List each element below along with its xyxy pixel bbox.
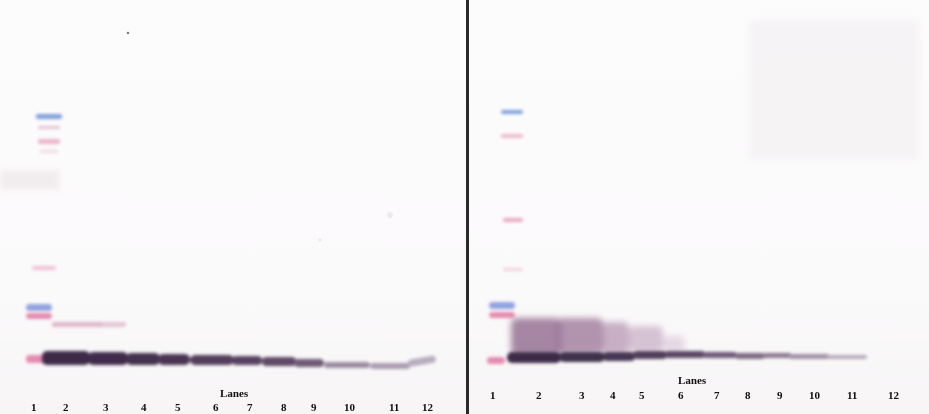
lane-label-left: 4	[141, 402, 147, 414]
lane-label-left: 3	[103, 402, 109, 414]
main-band-row-right	[507, 351, 867, 363]
lane-label-left: 1	[31, 402, 37, 414]
lane-label-left: 9	[311, 402, 317, 414]
lane-label-left: 6	[213, 402, 219, 414]
lane-label-right: 10	[809, 390, 820, 402]
blot-panel-left: Lanes 1 2 3 4 5 6 7 8 9 10 11 12	[0, 0, 467, 414]
lane-label-right: 5	[639, 390, 645, 402]
faint-band-left	[100, 322, 126, 327]
blot-membrane-right	[487, 20, 919, 364]
lane-label-right: 1	[490, 390, 496, 402]
lane-label-left: 7	[247, 402, 253, 414]
lane-label-left: 12	[422, 402, 433, 414]
lane-label-left: 11	[389, 402, 400, 414]
lane-label-right: 11	[847, 390, 858, 402]
lane-label-left: 2	[63, 402, 69, 414]
lanes-axis-title-left: Lanes	[220, 388, 249, 400]
molecular-weight-ladder-left	[26, 114, 62, 363]
lane-label-right: 6	[678, 390, 684, 402]
protein-smear-right	[511, 318, 685, 356]
blot-membrane-left	[0, 31, 436, 369]
main-band-row-left	[42, 351, 436, 369]
faint-band-left	[52, 322, 102, 327]
lane-label-right: 4	[610, 390, 616, 402]
lane-label-right: 9	[777, 390, 783, 402]
lane-label-left: 10	[344, 402, 355, 414]
lanes-axis-title-right: Lanes	[678, 375, 707, 387]
lane-label-left: 8	[281, 402, 287, 414]
molecular-weight-ladder-right	[487, 110, 523, 364]
lane-label-left: 5	[175, 402, 181, 414]
panel-divider	[466, 0, 469, 414]
lane-label-right: 8	[745, 390, 751, 402]
blot-panel-right: Lanes 1 2 3 4 5 6 7 8 9 10 11 12	[469, 0, 929, 414]
lane-label-right: 12	[888, 390, 899, 402]
lane-label-right: 7	[714, 390, 720, 402]
lane-label-right: 2	[536, 390, 542, 402]
lane-label-right: 3	[579, 390, 585, 402]
